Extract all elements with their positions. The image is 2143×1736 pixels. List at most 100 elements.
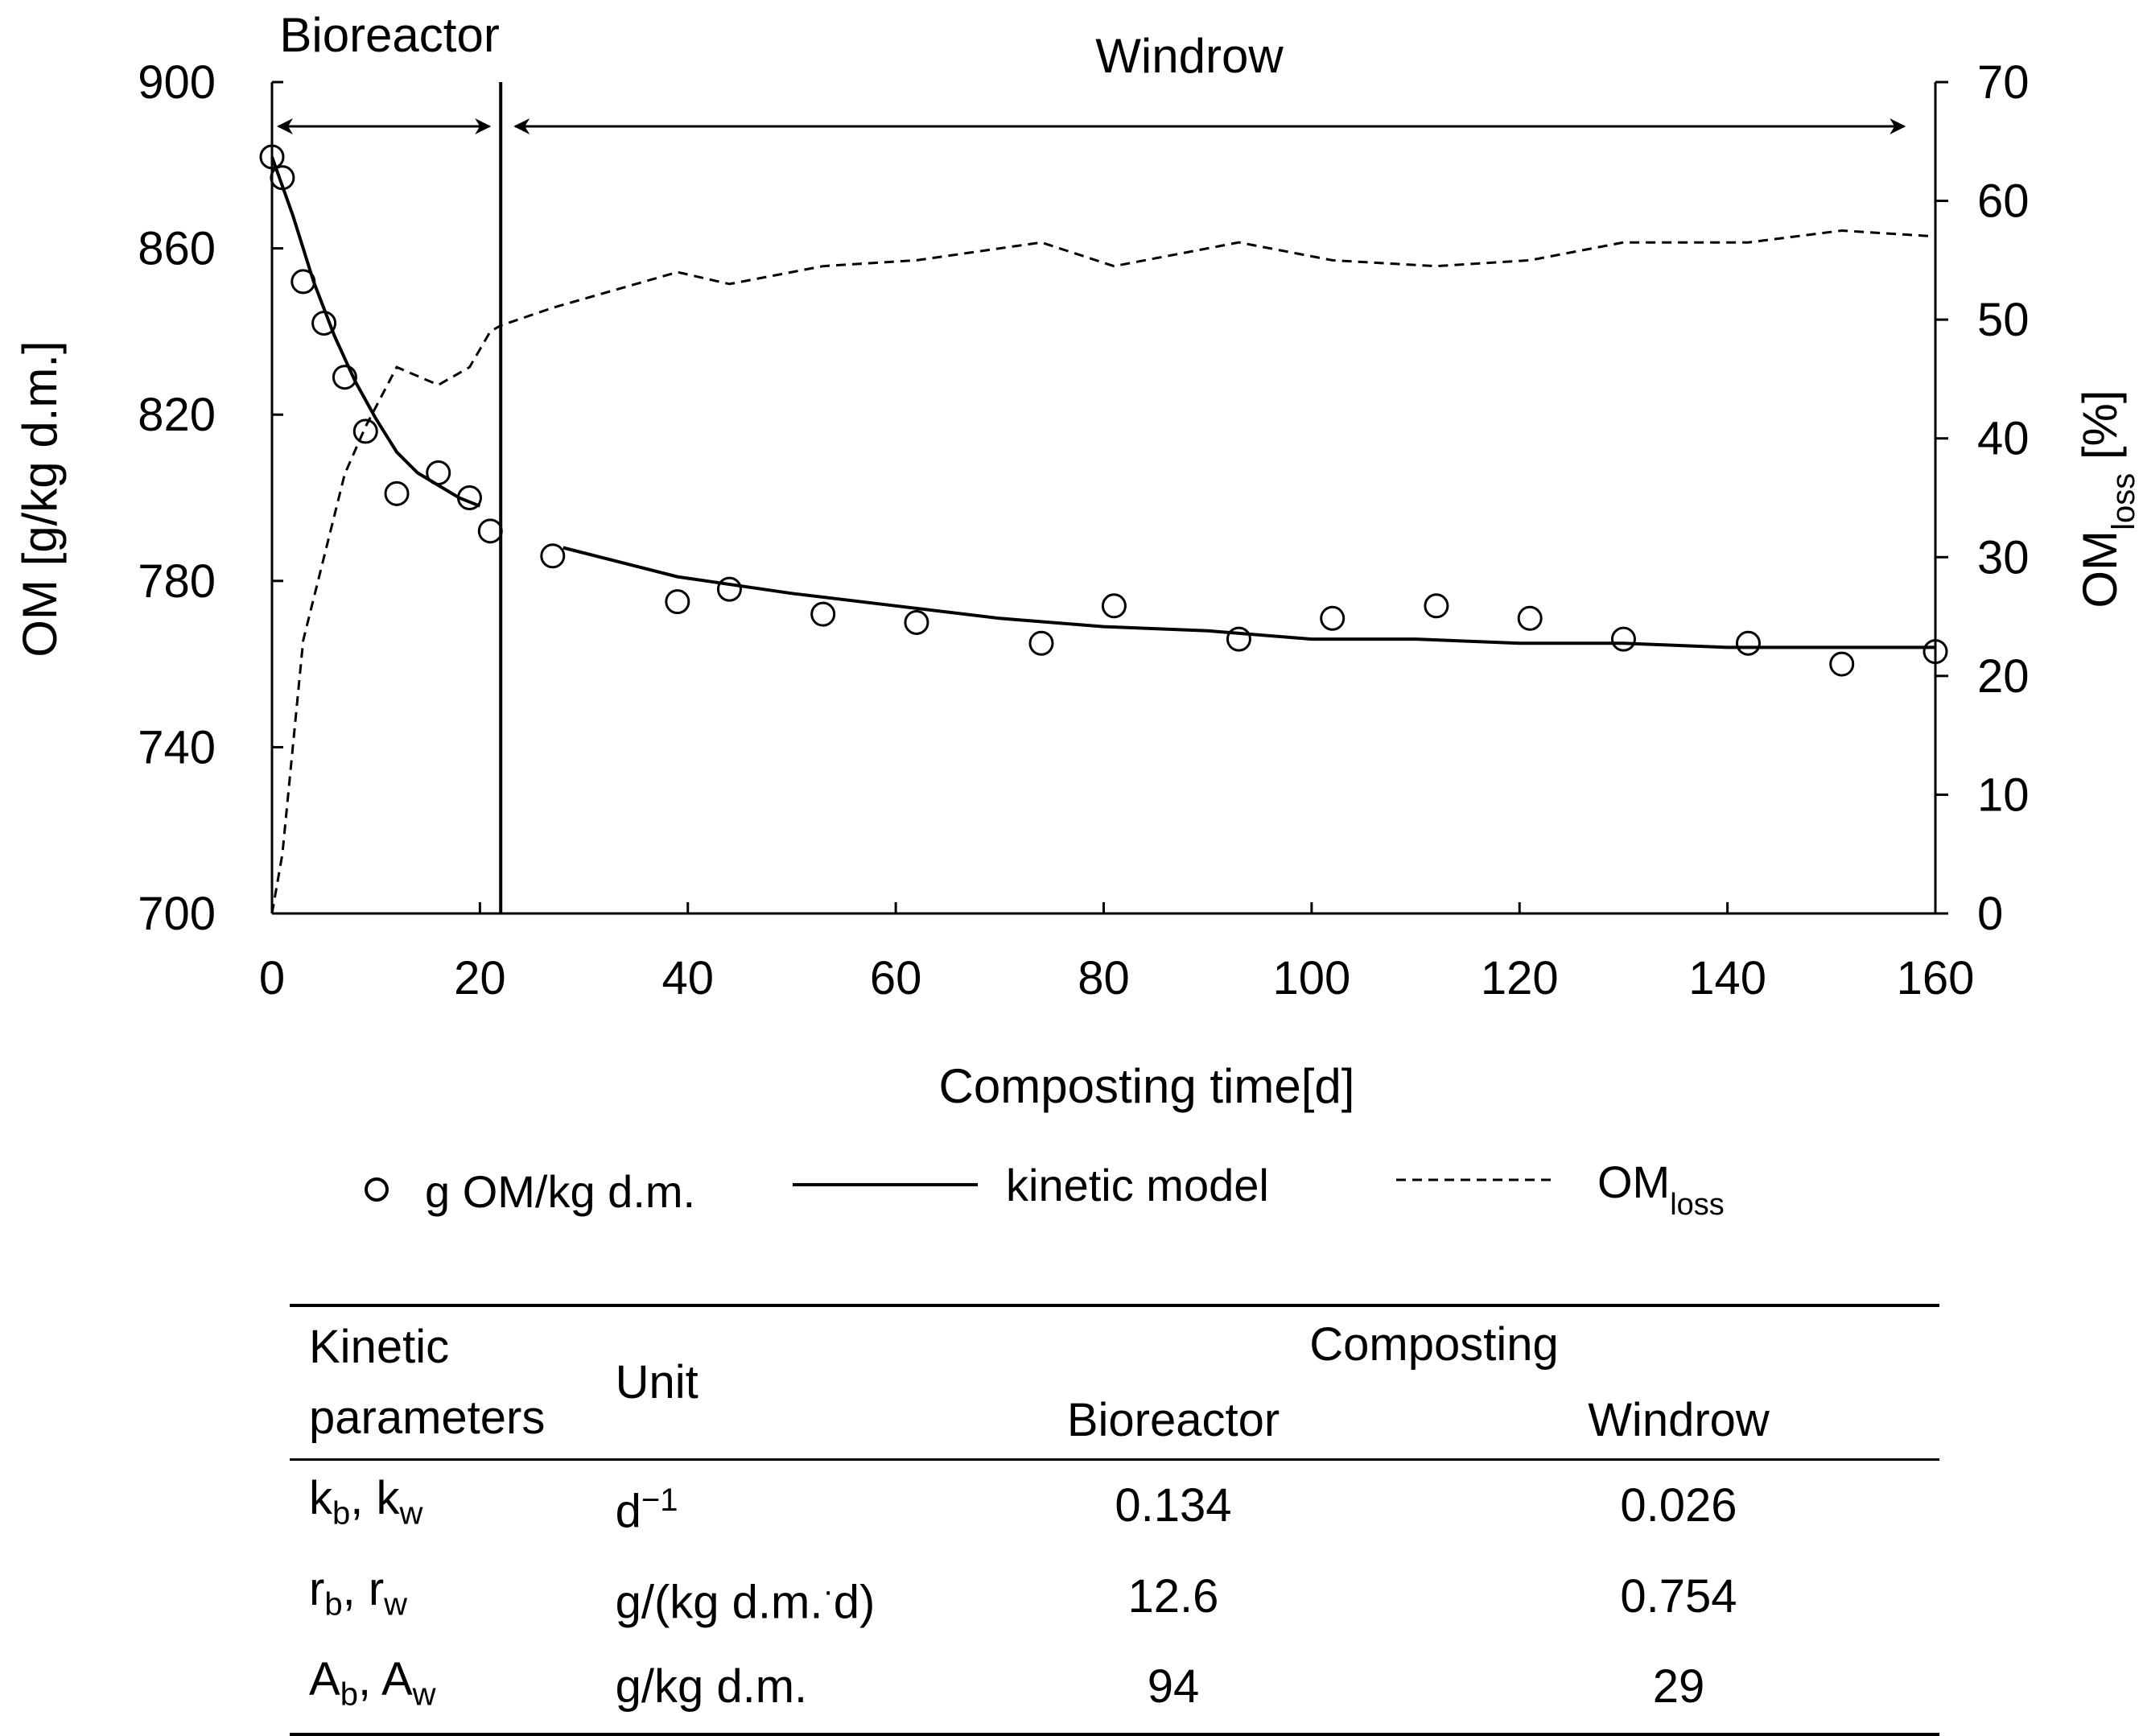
om-data-point [384,480,410,506]
om-data-point [332,365,357,390]
x-tick-label: 20 [454,952,506,1004]
left-y-tick-label: 740 [138,721,216,773]
header-unit: Unit [615,1356,699,1408]
om-data-point [352,419,378,444]
cell-unit: d−1 [596,1460,929,1552]
table-row: kb, kw d−1 0.134 0.026 [290,1460,1939,1552]
unit-text: d) [833,1576,876,1629]
right-y-axis-title: OMloss [%] [2073,390,2141,608]
param-subscript: b [324,1586,343,1623]
right-y-tick-label: 30 [1977,531,2030,583]
x-tick-label: 40 [661,952,714,1004]
param-symbol: A [381,1653,413,1706]
param-separator: , [342,1562,369,1615]
right-y-tick-label: 40 [1977,413,2030,465]
cell-unit: g/(kg d.m.·d) [596,1552,929,1643]
right-y-tick-label: 70 [1977,56,2030,109]
x-axis-title: Composting time[d] [939,1059,1355,1113]
series-layer [259,144,1948,914]
chart-axes [270,82,1937,915]
om-data-point [1517,605,1543,631]
omloss-line [270,229,1936,914]
om-data-point [904,609,929,635]
legend-label-kinetic-model: kinetic model [1006,1160,1269,1210]
left-y-tick-label: 780 [138,555,216,608]
unit-text: g/(kg d.m. [615,1576,823,1629]
cell-bioreactor-value: 0.134 [1115,1479,1232,1532]
param-separator: , [357,1653,381,1706]
legend-marker-symbol [365,1177,389,1202]
left-y-tick-label: 860 [138,223,216,275]
right-y-axis-title-main: OM [2073,530,2127,608]
cell-windrow-value: 0.754 [1620,1569,1737,1623]
om-data-point [1226,626,1251,652]
om-data-point [477,518,503,544]
param-subscript: b [340,1676,358,1713]
axis-ticks: 0 20 40 60 80 100 120 140 160 700 740 780 820 860 900 0… [138,56,2029,1004]
x-tick-label: 0 [259,952,285,1004]
kinetic-model-line [563,546,1935,649]
param-subscript: b [332,1495,351,1532]
om-data-point [1028,630,1054,656]
left-y-tick-label: 900 [138,56,216,109]
table-row: rb, rw g/(kg d.m.·d) 12.6 0.754 [290,1552,1939,1643]
left-y-axis-title: OM [g/kg d.m.] [13,340,67,657]
kinetic-parameters-table: Kinetic parameters Unit Composting Biore… [290,1304,1939,1736]
legend-label-observed: g OM/kg d.m. [425,1166,695,1217]
x-tick-label: 140 [1688,952,1766,1004]
x-tick-label: 100 [1272,952,1350,1004]
right-y-tick-label: 60 [1977,175,2030,228]
right-y-tick-label: 0 [1977,888,2003,940]
om-data-point [716,576,742,602]
phase-annotations: Bioreactor Windrow [277,8,1906,913]
cell-parameter: rb, rw [290,1552,596,1643]
header-composting: Composting [1309,1318,1559,1371]
om-data-point [1829,651,1855,677]
cell-bioreactor-value: 12.6 [1127,1569,1219,1623]
om-data-point [810,601,836,627]
param-symbol: k [309,1472,332,1524]
om-data-point [1610,626,1636,652]
param-symbol: k [376,1472,400,1524]
om-data-point [1320,605,1346,631]
cell-bioreactor-value: 94 [1147,1660,1200,1713]
legend-label-omloss: OMloss [1597,1157,1725,1222]
x-tick-label: 60 [870,952,922,1004]
x-tick-label: 160 [1897,952,1975,1004]
legend-omloss-sub: loss [1670,1188,1725,1222]
param-subscript: w [399,1495,423,1532]
header-kinetic-parameters: Kinetic parameters [290,1305,596,1460]
cell-unit: g/kg d.m. [596,1642,929,1734]
om-data-point [665,589,690,615]
right-y-tick-label: 50 [1977,294,2030,346]
header-param-line2: parameters [309,1392,546,1444]
legend: g OM/kg d.m. kinetic model OMloss [365,1157,1725,1222]
legend-omloss-main: OM [1597,1157,1670,1207]
cell-parameter: Ab, Aw [290,1642,596,1734]
cell-windrow-value: 29 [1652,1660,1705,1713]
bioreactor-phase-label: Bioreactor [279,8,499,62]
right-y-axis-title-unit: [%] [2073,390,2127,472]
param-symbol: r [368,1562,385,1615]
x-tick-label: 80 [1078,952,1130,1004]
param-subscript: w [384,1586,408,1623]
om-data-point [1923,639,1948,665]
right-y-axis-title-sub: loss [2106,473,2141,530]
om-data-point [259,144,285,170]
unit-text: d [615,1485,641,1538]
left-y-tick-label: 820 [138,389,216,441]
om-data-point [540,543,566,569]
om-data-point [1424,593,1449,619]
windrow-phase-label: Windrow [1095,29,1284,83]
header-windrow: Windrow [1588,1394,1770,1446]
param-symbol: A [309,1653,340,1706]
om-data-point [1735,630,1761,656]
table-row: Ab, Aw g/kg d.m. 94 29 [290,1642,1939,1734]
om-data-point [1101,593,1127,619]
param-subscript: w [412,1676,436,1713]
left-y-tick-label: 700 [138,888,216,940]
param-separator: , [350,1472,377,1524]
right-y-tick-label: 20 [1977,650,2030,703]
unit-superscript: −1 [641,1482,678,1519]
cell-parameter: kb, kw [290,1460,596,1552]
